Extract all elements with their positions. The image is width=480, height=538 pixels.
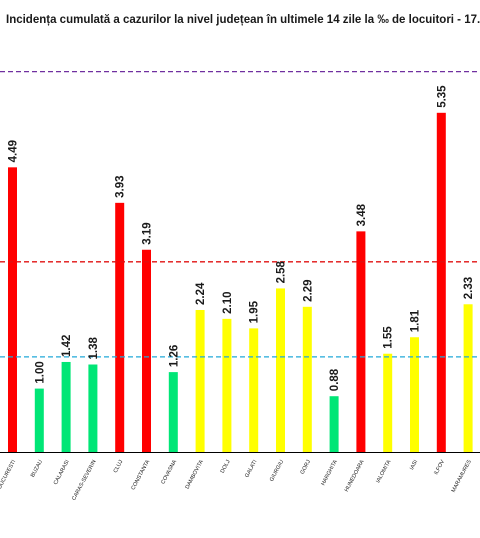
category-tick-label: BUCURESTI — [0, 459, 17, 490]
bar — [410, 337, 419, 452]
bar — [329, 396, 339, 452]
bar — [222, 318, 232, 452]
data-label: 2.10 — [222, 291, 234, 313]
data-label: 5.35 — [436, 85, 448, 108]
data-label: 1.00 — [34, 361, 46, 383]
data-label: 4.49 — [8, 140, 20, 162]
data-label: 2.58 — [276, 260, 288, 283]
category-tick-label: HUNEDOARA — [344, 459, 366, 493]
bar — [142, 249, 151, 452]
category-tick-label: GIURGIU — [269, 459, 285, 483]
category-tick-label: HARGHITA — [320, 459, 339, 487]
data-label: 3.19 — [142, 222, 154, 244]
category-tick-label: BUZAU — [30, 459, 44, 478]
data-label: 3.93 — [115, 175, 127, 197]
category-tick-label: COVASNA — [160, 459, 178, 485]
data-label: 1.26 — [168, 345, 180, 367]
bar — [8, 167, 17, 453]
bar — [249, 328, 259, 452]
bar — [115, 202, 125, 452]
category-tick-label: CONSTANTA — [130, 459, 151, 491]
category-tick-label: IALOMITA — [375, 459, 392, 484]
category-tick-label: IASI — [409, 459, 419, 471]
category-tick-label: DAMBOVITA — [185, 459, 205, 490]
data-label: 0.88 — [329, 368, 341, 391]
category-tick-label: MARAMURES — [451, 459, 473, 494]
bar — [383, 353, 393, 452]
category-tick-label: CARAS-SEVERIN — [71, 459, 97, 502]
data-label: 1.42 — [61, 335, 73, 357]
data-label: 2.29 — [302, 279, 314, 301]
bar — [302, 306, 312, 452]
bar — [88, 364, 98, 452]
bar — [61, 361, 71, 452]
data-label: 2.24 — [195, 282, 207, 305]
category-tick-label: GORJ — [300, 459, 313, 476]
data-label: 1.55 — [383, 326, 395, 349]
category-tick-label: ILFOV — [433, 459, 446, 476]
data-label: 3.48 — [356, 203, 368, 226]
data-label: 1.81 — [410, 309, 422, 332]
chart-title: Incidența cumulată a cazurilor la nivel … — [6, 14, 480, 26]
data-label: 2.33 — [463, 277, 475, 299]
bar — [34, 388, 44, 452]
bar — [463, 304, 473, 452]
bar — [356, 231, 366, 452]
data-label: 1.95 — [249, 300, 261, 323]
bar — [436, 112, 446, 452]
data-label: 1.38 — [88, 337, 100, 360]
bar — [168, 372, 178, 452]
category-tick-label: DOLJ — [220, 459, 232, 474]
bar — [195, 309, 205, 452]
category-tick-label: CLUJ — [113, 459, 125, 474]
bar — [276, 288, 285, 452]
category-tick-label: GALATI — [244, 459, 259, 479]
category-tick-label: CALARASI — [53, 459, 71, 486]
